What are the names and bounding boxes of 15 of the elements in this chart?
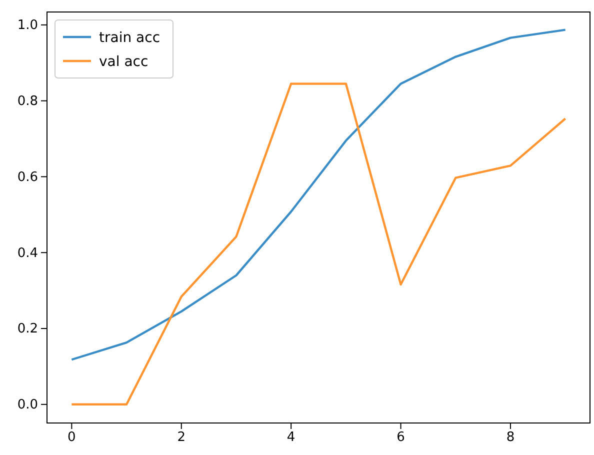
- y-tick-label: 0.6: [17, 170, 38, 185]
- x-tick-label: 0: [68, 430, 76, 446]
- line-series: [70, 28, 566, 361]
- x-tick-label: 2: [177, 430, 186, 446]
- x-tick-label: 8: [506, 430, 515, 446]
- y-tick-label: 0.0: [17, 398, 38, 413]
- y-tick-label: 0.8: [17, 94, 38, 109]
- x-tick-label: 4: [286, 430, 296, 446]
- y-tick-label: 0.4: [17, 246, 38, 261]
- legend-label: val acc: [99, 54, 148, 70]
- x-tick-label: 6: [396, 430, 405, 446]
- y-tick-label: 0.2: [17, 322, 38, 337]
- legend-label: train acc: [99, 30, 160, 46]
- y-tick-label: 1.0: [17, 18, 38, 34]
- line-series: [70, 82, 566, 406]
